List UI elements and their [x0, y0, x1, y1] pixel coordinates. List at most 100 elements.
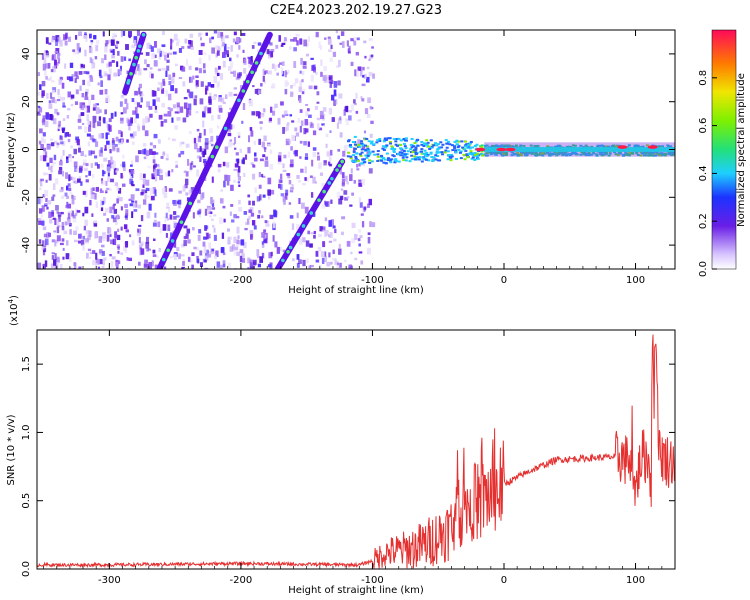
noise-speck: [357, 66, 362, 72]
noise-speck: [257, 214, 261, 219]
noise-speck: [78, 145, 81, 148]
snr-ylabel: SNR (10 * v/v): [6, 414, 17, 485]
echo-band-cell: [402, 150, 406, 153]
noise-speck: [330, 199, 333, 204]
noise-speck: [50, 142, 55, 147]
noise-speck: [98, 116, 102, 121]
spectrogram-xlabel: Height of straight line (km): [288, 285, 424, 296]
noise-speck: [292, 258, 295, 262]
echo-band-cell: [472, 154, 476, 157]
noise-speck: [144, 194, 147, 200]
noise-speck: [161, 103, 165, 108]
noise-speck: [291, 183, 294, 190]
noise-speck: [236, 54, 239, 58]
noise-speck: [103, 157, 108, 162]
noise-speck: [217, 114, 221, 120]
noise-speck: [204, 88, 208, 95]
noise-speck: [197, 258, 200, 264]
noise-speck: [82, 212, 85, 217]
noise-speck: [321, 183, 326, 187]
noise-speck: [145, 241, 150, 249]
echo-band-cell: [631, 151, 635, 154]
noise-speck: [84, 154, 87, 158]
noise-speck: [60, 141, 64, 145]
noise-speck: [224, 146, 229, 154]
noise-speck: [86, 114, 90, 121]
noise-speck: [215, 45, 219, 50]
noise-speck: [48, 62, 51, 69]
echo-band-cell: [399, 154, 403, 157]
noise-speck: [174, 88, 178, 94]
diagonal-trace-highlight: [281, 258, 285, 263]
echo-band-cell: [473, 158, 477, 161]
noise-speck: [356, 37, 360, 41]
noise-speck: [236, 158, 240, 164]
noise-speck: [259, 194, 262, 201]
echo-band-cell: [419, 150, 423, 153]
noise-speck: [108, 39, 112, 43]
noise-speck: [130, 194, 135, 200]
noise-speck: [155, 255, 159, 259]
echo-band-cell: [471, 146, 475, 149]
noise-speck: [185, 113, 189, 118]
noise-speck: [154, 189, 157, 197]
noise-speck: [329, 232, 333, 238]
noise-speck: [348, 110, 352, 113]
noise-speck: [40, 178, 44, 182]
echo-band-cell: [602, 145, 606, 148]
noise-speck: [360, 96, 363, 99]
noise-speck: [61, 222, 65, 228]
noise-speck: [156, 97, 161, 102]
noise-speck: [37, 105, 41, 108]
noise-speck: [299, 38, 303, 45]
noise-speck: [64, 63, 67, 69]
noise-speck: [302, 70, 305, 76]
snr-xtick-label: 100: [626, 575, 645, 586]
noise-speck: [139, 91, 143, 97]
echo-band-cell: [423, 143, 427, 146]
noise-speck: [233, 249, 237, 256]
spectrogram-xtick-label: -100: [361, 275, 384, 286]
noise-speck: [143, 148, 147, 155]
echo-hotspot: [647, 145, 658, 149]
echo-band-cell: [636, 154, 640, 157]
noise-speck: [173, 253, 177, 261]
noise-speck: [190, 46, 194, 51]
echo-band-cell: [604, 153, 608, 156]
noise-speck: [269, 164, 274, 170]
noise-speck: [84, 206, 89, 214]
noise-speck: [355, 92, 358, 99]
diagonal-trace-highlight: [210, 154, 215, 159]
noise-speck: [56, 226, 60, 234]
noise-speck: [272, 221, 276, 229]
noise-speck: [164, 186, 167, 192]
noise-speck: [54, 253, 57, 260]
noise-speck: [279, 62, 283, 65]
noise-speck: [98, 69, 102, 77]
noise-speck: [227, 236, 230, 244]
noise-speck: [129, 175, 133, 182]
noise-speck: [108, 68, 112, 75]
noise-speck: [255, 111, 260, 117]
noise-speck: [237, 132, 241, 135]
noise-speck: [282, 127, 285, 134]
noise-speck: [111, 54, 115, 59]
echo-band-cell: [663, 154, 667, 157]
noise-speck: [49, 76, 52, 80]
noise-speck: [321, 204, 326, 209]
noise-speck: [165, 212, 168, 219]
noise-speck: [226, 174, 231, 182]
noise-speck: [319, 110, 324, 117]
noise-speck: [283, 154, 287, 159]
noise-speck: [211, 199, 215, 204]
echo-band-cell: [427, 145, 431, 148]
noise-speck: [228, 236, 232, 240]
noise-speck: [193, 137, 197, 144]
noise-speck: [355, 110, 359, 114]
noise-speck: [95, 103, 99, 106]
noise-speck: [68, 187, 72, 192]
noise-speck: [134, 90, 138, 96]
noise-speck: [80, 239, 85, 246]
